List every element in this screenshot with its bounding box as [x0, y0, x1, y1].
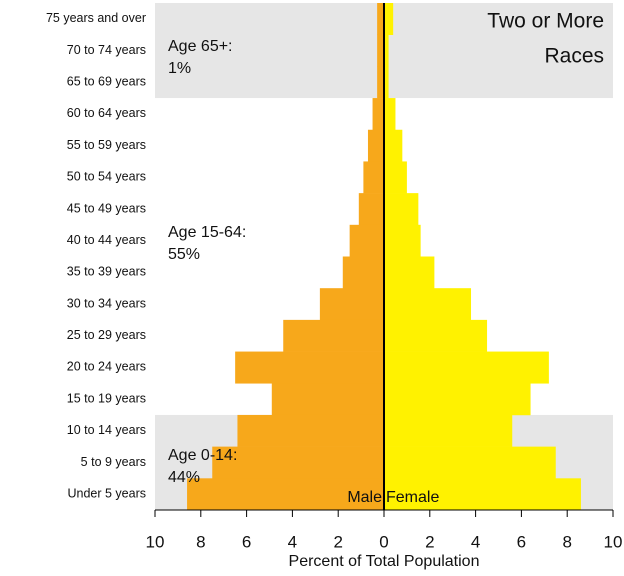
bar [363, 161, 384, 194]
x-tick-label: 4 [288, 532, 297, 551]
bar [377, 66, 384, 99]
y-tick-label: 35 to 39 years [67, 265, 146, 279]
y-tick-label: 60 to 64 years [67, 106, 146, 120]
y-tick-label: 55 to 59 years [67, 138, 146, 152]
bar [187, 478, 384, 511]
bar [384, 34, 389, 67]
chart-title: Two or More [487, 10, 604, 33]
bar [384, 383, 531, 416]
annotation: Age 65+: [168, 38, 233, 55]
x-tick-label: 8 [196, 532, 205, 551]
x-tick-label: 8 [562, 532, 571, 551]
x-axis-label: Percent of Total Population [289, 553, 480, 570]
y-tick-label: 45 to 49 years [67, 201, 146, 215]
annotation: 55% [168, 246, 200, 263]
bar [384, 288, 472, 321]
bar [384, 224, 421, 257]
bar [384, 351, 549, 384]
bar [384, 129, 403, 162]
bar [384, 161, 407, 194]
bar [384, 256, 435, 289]
x-tick-label: 10 [146, 532, 165, 551]
annotation: 1% [168, 60, 191, 77]
annotation: 44% [168, 469, 200, 486]
annotation: Age 15-64: [168, 224, 246, 241]
bar [384, 66, 389, 99]
bar [377, 3, 384, 35]
x-tick-label: 6 [242, 532, 251, 551]
bar [358, 193, 384, 226]
y-tick-label: 15 to 19 years [67, 391, 146, 405]
annotation: Age 0-14: [168, 447, 237, 464]
y-tick-label: 75 years and over [46, 11, 146, 25]
x-tick-label: 2 [333, 532, 342, 551]
y-tick-label: 40 to 44 years [67, 233, 146, 247]
y-tick-label: 5 to 9 years [81, 455, 146, 469]
x-tick-label: 6 [517, 532, 526, 551]
bar [372, 98, 384, 131]
bar [384, 446, 556, 479]
bar [342, 256, 384, 289]
y-tick-label: 25 to 29 years [67, 328, 146, 342]
legend-label: Female [386, 489, 439, 506]
y-tick-label: 65 to 69 years [67, 75, 146, 89]
bar [384, 414, 513, 447]
x-tick-label: 0 [379, 532, 388, 551]
y-tick-label: 20 to 24 years [67, 360, 146, 374]
x-tick-label: 4 [471, 532, 480, 551]
bar [384, 193, 419, 226]
y-tick-label: Under 5 years [67, 486, 146, 500]
bar [384, 3, 394, 35]
bar [367, 129, 384, 162]
bar [377, 34, 384, 67]
bar [235, 351, 384, 384]
chart-title: Races [544, 45, 604, 68]
x-tick-label: 2 [425, 532, 434, 551]
bar [237, 414, 384, 447]
bar [212, 446, 384, 479]
bar [319, 288, 384, 321]
legend-label: Male [347, 489, 382, 506]
bar [349, 224, 384, 257]
y-tick-label: 70 to 74 years [67, 43, 146, 57]
bar [384, 478, 581, 511]
x-tick-label: 10 [604, 532, 623, 551]
y-tick-label: 10 to 14 years [67, 423, 146, 437]
bar [384, 319, 488, 352]
y-tick-label: 50 to 54 years [67, 170, 146, 184]
bar [384, 98, 396, 131]
bar [283, 319, 384, 352]
bar [271, 383, 384, 416]
y-tick-label: 30 to 34 years [67, 296, 146, 310]
